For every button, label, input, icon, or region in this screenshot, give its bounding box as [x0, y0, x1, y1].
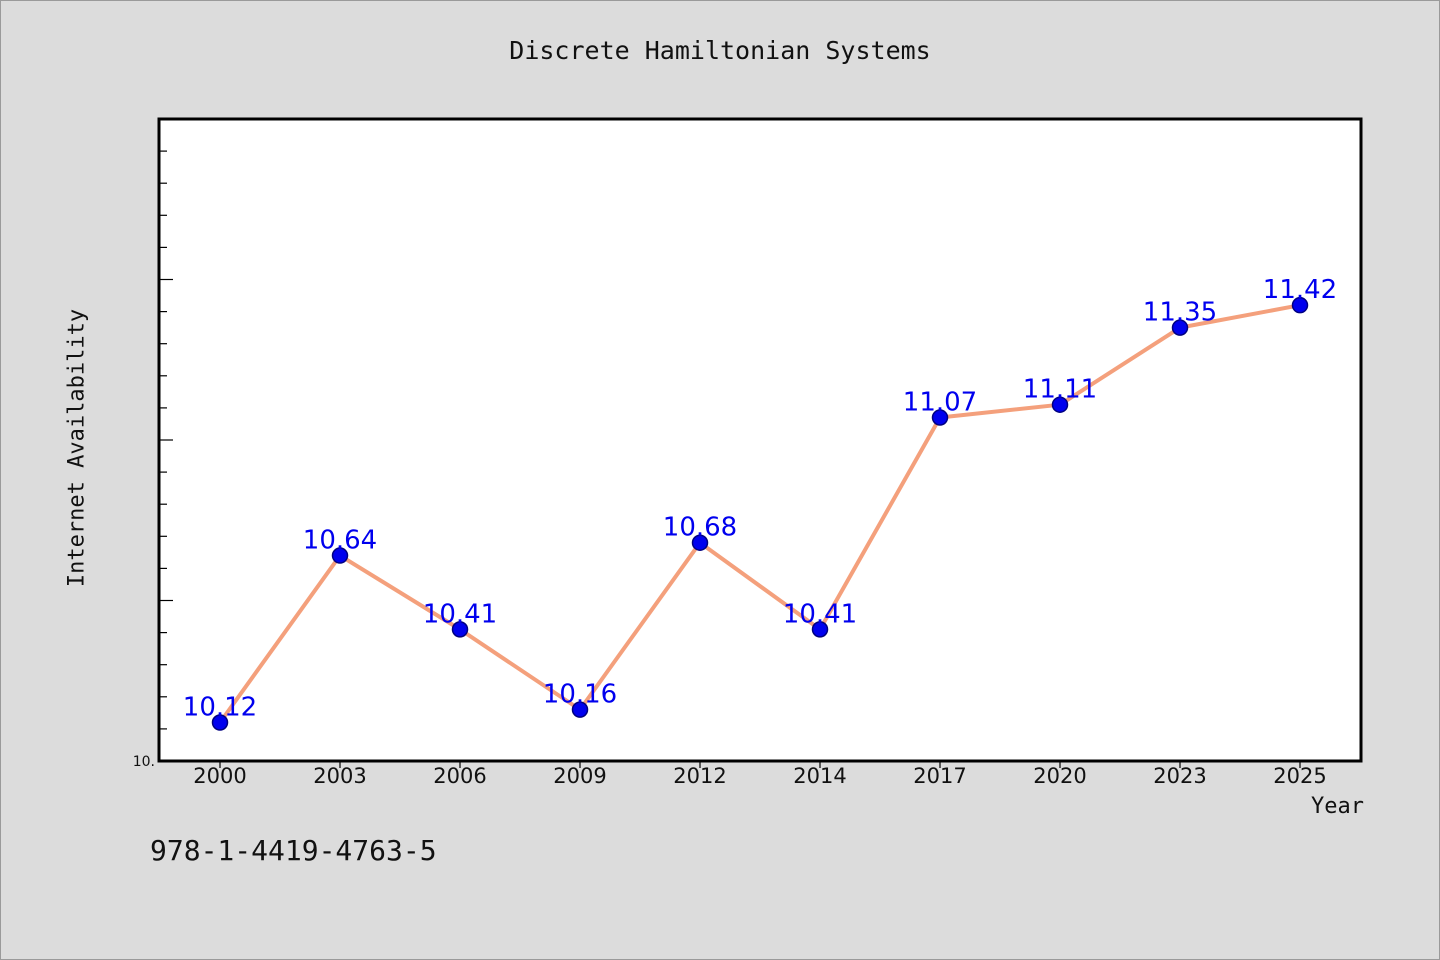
chart-title: Discrete Hamiltonian Systems — [509, 36, 931, 65]
x-tick-label: 2020 — [1033, 764, 1086, 788]
data-point — [931, 409, 949, 426]
isbn-label: 978-1-4419-4763-5 — [150, 834, 437, 867]
data-labels: 10.12 10.64 10.41 10.16 10.68 10.41 11.07 11.11… — [183, 275, 1337, 722]
data-point — [1171, 319, 1189, 336]
data-label: 11.11 — [1023, 375, 1097, 405]
data-label: 10.41 — [423, 599, 497, 629]
data-label: 11.07 — [903, 388, 977, 418]
data-label: 11.42 — [1263, 275, 1337, 305]
data-label: 10.64 — [303, 526, 377, 556]
data-point — [451, 621, 469, 638]
data-label: 10.12 — [183, 692, 257, 722]
x-tick-label: 2012 — [673, 764, 726, 788]
data-point — [1051, 396, 1069, 413]
data-point — [211, 714, 229, 731]
series-line — [218, 303, 1302, 725]
data-point — [691, 534, 709, 551]
x-axis-ticks: 2000 2003 2006 2009 2012 2014 2017 2020 2023 2025 — [193, 761, 1327, 788]
x-tick-label: 2017 — [913, 764, 966, 788]
data-label: 10.16 — [543, 680, 617, 710]
x-tick-label: 2003 — [313, 764, 366, 788]
y-axis-ticks — [159, 150, 173, 730]
x-tick-label: 2023 — [1153, 764, 1206, 788]
data-label: 10.68 — [663, 513, 737, 543]
data-point — [331, 547, 349, 564]
x-axis-label: Year — [1311, 794, 1364, 819]
data-point — [1291, 296, 1309, 314]
y-tick-label: 10. — [133, 754, 155, 770]
x-tick-label: 2006 — [433, 764, 486, 788]
x-tick-label: 2025 — [1273, 764, 1326, 788]
data-label: 10.41 — [783, 599, 857, 629]
x-tick-label: 2000 — [193, 764, 246, 788]
x-tick-label: 2014 — [793, 764, 846, 788]
x-tick-label: 2009 — [553, 764, 606, 788]
data-point — [571, 701, 589, 718]
y-axis-label: Internet Availability — [64, 308, 90, 588]
plot-area — [157, 117, 1363, 763]
data-markers — [211, 296, 1309, 731]
data-label: 11.35 — [1143, 298, 1217, 328]
data-point — [811, 621, 829, 638]
